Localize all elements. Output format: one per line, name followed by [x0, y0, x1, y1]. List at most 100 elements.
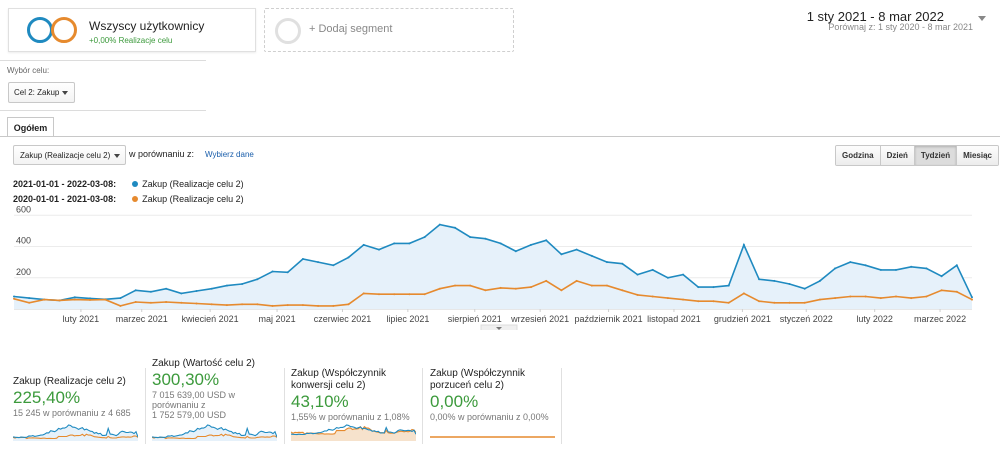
data-point-current	[758, 278, 761, 281]
scorecard-abandonment-rate[interactable]: Zakup (Współczynnik porzuceń celu 2) 0,0…	[430, 368, 549, 422]
data-point-current	[73, 296, 76, 299]
data-point-previous	[454, 284, 456, 287]
date-range-picker[interactable]: 1 sty 2021 - 8 mar 2022	[806, 9, 944, 24]
scorecard-comparison: 15 245 w porównaniu z 4 685	[13, 408, 131, 418]
data-point-previous	[849, 295, 852, 298]
data-point-previous	[606, 284, 608, 287]
legend-current-name: Zakup (Realizacje celu 2)	[142, 179, 244, 189]
data-point-previous	[256, 303, 259, 306]
date-range-caret-icon[interactable]	[978, 16, 986, 21]
data-point-previous	[742, 292, 745, 295]
data-point-current	[834, 267, 837, 270]
data-point-current	[210, 287, 213, 290]
tab-divider	[0, 136, 1000, 137]
data-point-previous	[73, 298, 76, 301]
data-point-previous	[697, 300, 700, 303]
period-toggle: Godzina Dzień Tydzień Miesiąc	[835, 145, 999, 166]
data-point-previous	[301, 304, 304, 307]
data-point-previous	[210, 303, 213, 306]
period-month-button[interactable]: Miesiąc	[956, 146, 998, 165]
add-segment-button[interactable]: + Dodaj segment	[264, 8, 514, 52]
data-point-current	[955, 264, 958, 267]
period-hour-button[interactable]: Godzina	[836, 146, 880, 165]
data-point-current	[438, 223, 441, 226]
data-point-previous	[955, 290, 958, 293]
data-point-current	[499, 242, 502, 245]
data-point-current	[651, 268, 654, 271]
data-point-previous	[925, 295, 928, 298]
select-metric-link[interactable]: Wybierz dane	[205, 150, 254, 159]
data-point-previous	[879, 297, 882, 300]
scorecard-comparison: 0,00% w porównaniu z 0,00%	[430, 412, 549, 422]
data-point-current	[378, 248, 380, 251]
legend-current-range: 2021-01-01 - 2022-03-08:	[13, 179, 117, 189]
x-tick-label: marzec 2022	[914, 314, 966, 324]
sparkline-area	[291, 426, 416, 441]
segment-card[interactable]: Wszyscy użytkownicy +0,00% Realizacje ce…	[8, 8, 256, 52]
data-point-previous	[180, 301, 183, 304]
data-point-current	[864, 264, 867, 267]
period-day-button[interactable]: Dzień	[879, 146, 914, 165]
scorecard-conversion-rate[interactable]: Zakup (Współczynnik konwersji celu 2) 43…	[291, 368, 410, 422]
data-point-previous	[362, 292, 365, 295]
data-point-current	[241, 283, 244, 285]
data-point-previous	[499, 286, 502, 289]
x-tick-label: sierpień 2021	[448, 314, 502, 324]
legend-previous-dot-icon	[132, 196, 139, 202]
data-point-current	[818, 279, 821, 282]
data-point-previous	[621, 289, 624, 292]
data-point-current	[195, 290, 198, 292]
scorecard-value: 225,40%	[13, 388, 81, 407]
divider	[0, 110, 206, 111]
add-segment-circle-icon	[275, 18, 301, 44]
scorecard-title-line1: Zakup (Współczynnik	[291, 368, 387, 379]
data-point-current	[849, 261, 852, 264]
y-tick-label: 600	[16, 205, 31, 214]
data-point-current	[454, 226, 456, 229]
segment-circles-icon	[27, 17, 83, 45]
period-week-button[interactable]: Tydzień	[913, 146, 957, 165]
sparkline-line	[152, 424, 277, 439]
data-point-previous	[590, 284, 593, 287]
x-tick-label: styczeń 2022	[780, 314, 833, 324]
data-point-previous	[469, 284, 472, 287]
data-point-previous	[119, 304, 122, 307]
data-point-previous	[43, 298, 46, 301]
x-tick-label: luty 2022	[856, 314, 893, 324]
divider	[561, 368, 562, 444]
data-point-current	[712, 286, 715, 289]
data-point-previous	[514, 287, 517, 290]
x-tick-label: grudzień 2021	[714, 314, 771, 324]
x-tick-label: listopad 2021	[647, 314, 701, 324]
scorecard-sparkline	[13, 424, 138, 441]
segment-change: +0,00% Realizacje celu	[89, 36, 173, 45]
scorecard-value[interactable]: Zakup (Wartość celu 2) 300,30% 7 015 639…	[152, 358, 255, 420]
data-point-previous	[712, 300, 715, 303]
x-tick-label: kwiecień 2021	[182, 314, 239, 324]
data-point-current	[317, 261, 320, 264]
divider	[145, 368, 146, 444]
sparkline-line	[13, 433, 138, 440]
legend-previous: 2020-01-01 - 2021-03-08: Zakup (Realizacj…	[13, 194, 244, 204]
x-tick-label: lipiec 2021	[386, 314, 429, 324]
goal-select[interactable]: Cel 2: Zakup	[8, 82, 75, 103]
scorecard-title-line2: porzuceń celu 2)	[430, 380, 504, 391]
tab-overview[interactable]: Ogółem	[7, 117, 54, 137]
data-point-previous	[788, 301, 791, 304]
metric-select[interactable]: Zakup (Realizacje celu 2)	[13, 145, 126, 165]
scorecard-value: 0,00%	[430, 392, 479, 411]
data-point-previous	[165, 301, 168, 303]
divider	[284, 368, 285, 444]
data-point-previous	[560, 289, 563, 292]
goal-select-caret-icon	[62, 91, 68, 95]
data-point-current	[666, 276, 669, 279]
x-tick-label: wrzesień 2021	[510, 314, 569, 324]
data-point-current	[636, 273, 639, 276]
data-point-current	[879, 268, 882, 271]
scorecard-sparkline	[430, 436, 555, 438]
scorecard-completions[interactable]: Zakup (Realizacje celu 2) 225,40% 15 245…	[13, 376, 131, 418]
legend-current: 2021-01-01 - 2022-03-08: Zakup (Realizacj…	[13, 179, 244, 189]
data-point-previous	[378, 293, 380, 296]
data-point-previous	[682, 298, 685, 301]
data-point-current	[301, 258, 304, 260]
